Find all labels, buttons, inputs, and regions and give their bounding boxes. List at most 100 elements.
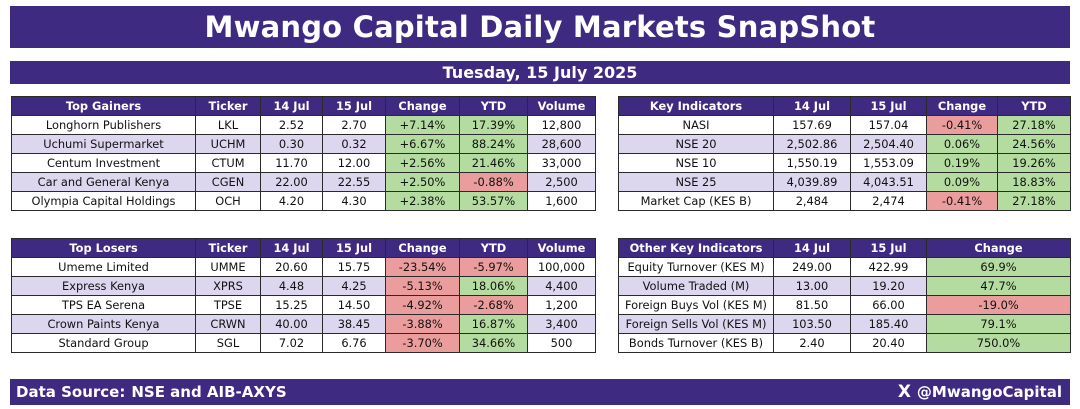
table-row: Market Cap (KES B) 2,484 2,474 -0.41% 27…: [618, 191, 1071, 211]
volume-value: 1,600: [527, 191, 596, 211]
price-14-jul: 20.60: [260, 257, 323, 277]
ytd-value: -2.68%: [459, 295, 528, 315]
ytd-value: 18.06%: [459, 276, 528, 296]
price-14-jul: 40.00: [260, 314, 323, 334]
indicator-name: Market Cap (KES B): [618, 191, 774, 211]
price-15-jul: 14.50: [322, 295, 386, 315]
col-header: YTD: [459, 238, 528, 258]
company-name: Uchumi Supermarket: [11, 134, 196, 154]
volume-value: 500: [527, 333, 596, 353]
table-row: NSE 25 4,039.89 4,043.51 0.09% 18.83%: [618, 172, 1071, 192]
volume-value: 1,200: [527, 295, 596, 315]
table-row: Car and General Kenya CGEN 22.00 22.55 +…: [11, 172, 596, 192]
company-name: Centum Investment: [11, 153, 196, 173]
ticker: UMME: [195, 257, 261, 277]
table-header-row: Top Losers Ticker 14 Jul 15 Jul Change Y…: [11, 238, 596, 258]
volume-value: 4,400: [527, 276, 596, 296]
change-value: +7.14%: [385, 115, 460, 135]
price-14-jul: 2.52: [260, 115, 323, 135]
social-handle[interactable]: X @MwangoCapital: [898, 379, 1062, 405]
value-15-jul: 66.00: [850, 295, 927, 315]
price-15-jul: 15.75: [322, 257, 386, 277]
price-15-jul: 22.55: [322, 172, 386, 192]
indicator-name: NASI: [618, 115, 774, 135]
company-name: Olympia Capital Holdings: [11, 191, 196, 211]
change-value: 0.19%: [926, 153, 998, 173]
key-indicators-table: Key Indicators 14 Jul 15 Jul Change YTD …: [618, 96, 1071, 211]
col-header: 14 Jul: [260, 96, 323, 116]
table-row: NSE 20 2,502.86 2,504.40 0.06% 24.56%: [618, 134, 1071, 154]
col-header: Change: [385, 238, 460, 258]
col-header: Change: [926, 96, 998, 116]
company-name: TPS EA Serena: [11, 295, 196, 315]
table-header-row: Top Gainers Ticker 14 Jul 15 Jul Change …: [11, 96, 596, 116]
ytd-value: 18.83%: [997, 172, 1071, 192]
company-name: Car and General Kenya: [11, 172, 196, 192]
ticker: XPRS: [195, 276, 261, 296]
ytd-value: 17.39%: [459, 115, 528, 135]
col-header: Volume: [527, 96, 596, 116]
value-14-jul: 1,550.19: [773, 153, 851, 173]
volume-value: 28,600: [527, 134, 596, 154]
table-row: Foreign Sells Vol (KES M) 103.50 185.40 …: [618, 314, 1071, 334]
volume-value: 3,400: [527, 314, 596, 334]
ytd-value: -0.88%: [459, 172, 528, 192]
volume-value: 2,500: [527, 172, 596, 192]
indicator-name: NSE 10: [618, 153, 774, 173]
top-losers-table: Top Losers Ticker 14 Jul 15 Jul Change Y…: [11, 238, 596, 353]
value-15-jul: 1,553.09: [850, 153, 927, 173]
change-value: -3.70%: [385, 333, 460, 353]
col-header: 14 Jul: [773, 96, 851, 116]
value-14-jul: 103.50: [773, 314, 851, 334]
company-name: Longhorn Publishers: [11, 115, 196, 135]
table-header-row: Key Indicators 14 Jul 15 Jul Change YTD: [618, 96, 1071, 116]
indicator-name: NSE 20: [618, 134, 774, 154]
volume-value: 100,000: [527, 257, 596, 277]
change-value: -5.13%: [385, 276, 460, 296]
price-14-jul: 4.48: [260, 276, 323, 296]
table-row: Express Kenya XPRS 4.48 4.25 -5.13% 18.0…: [11, 276, 596, 296]
col-header: YTD: [459, 96, 528, 116]
col-header: 15 Jul: [850, 238, 927, 258]
change-value: 0.09%: [926, 172, 998, 192]
indicator-name: Equity Turnover (KES M): [618, 257, 774, 277]
value-14-jul: 249.00: [773, 257, 851, 277]
col-header: Other Key Indicators: [618, 238, 774, 258]
data-source-value: NSE and AIB-AXYS: [131, 383, 287, 401]
table-row: Volume Traded (M) 13.00 19.20 47.7%: [618, 276, 1071, 296]
col-header: Top Gainers: [11, 96, 196, 116]
ticker: TPSE: [195, 295, 261, 315]
col-header: Ticker: [195, 96, 261, 116]
footer-bar: Data Source: NSE and AIB-AXYS X @MwangoCap…: [10, 379, 1070, 405]
ticker: UCHM: [195, 134, 261, 154]
volume-value: 12,800: [527, 115, 596, 135]
change-value: +2.56%: [385, 153, 460, 173]
col-header: 15 Jul: [850, 96, 927, 116]
change-value: +2.50%: [385, 172, 460, 192]
value-15-jul: 157.04: [850, 115, 927, 135]
col-header: Change: [385, 96, 460, 116]
value-15-jul: 4,043.51: [850, 172, 927, 192]
price-15-jul: 12.00: [322, 153, 386, 173]
table-row: NSE 10 1,550.19 1,553.09 0.19% 19.26%: [618, 153, 1071, 173]
volume-value: 33,000: [527, 153, 596, 173]
value-15-jul: 2,504.40: [850, 134, 927, 154]
price-14-jul: 0.30: [260, 134, 323, 154]
col-header: YTD: [997, 96, 1071, 116]
value-14-jul: 2.40: [773, 333, 851, 353]
col-header: Top Losers: [11, 238, 196, 258]
ticker: CRWN: [195, 314, 261, 334]
ytd-value: 34.66%: [459, 333, 528, 353]
change-value: +2.38%: [385, 191, 460, 211]
indicator-name: Foreign Buys Vol (KES M): [618, 295, 774, 315]
ticker: SGL: [195, 333, 261, 353]
col-header: 14 Jul: [773, 238, 851, 258]
indicator-name: NSE 25: [618, 172, 774, 192]
indicator-name: Foreign Sells Vol (KES M): [618, 314, 774, 334]
value-14-jul: 13.00: [773, 276, 851, 296]
value-14-jul: 4,039.89: [773, 172, 851, 192]
ticker: CTUM: [195, 153, 261, 173]
change-value: 0.06%: [926, 134, 998, 154]
change-value: -4.92%: [385, 295, 460, 315]
price-15-jul: 38.45: [322, 314, 386, 334]
